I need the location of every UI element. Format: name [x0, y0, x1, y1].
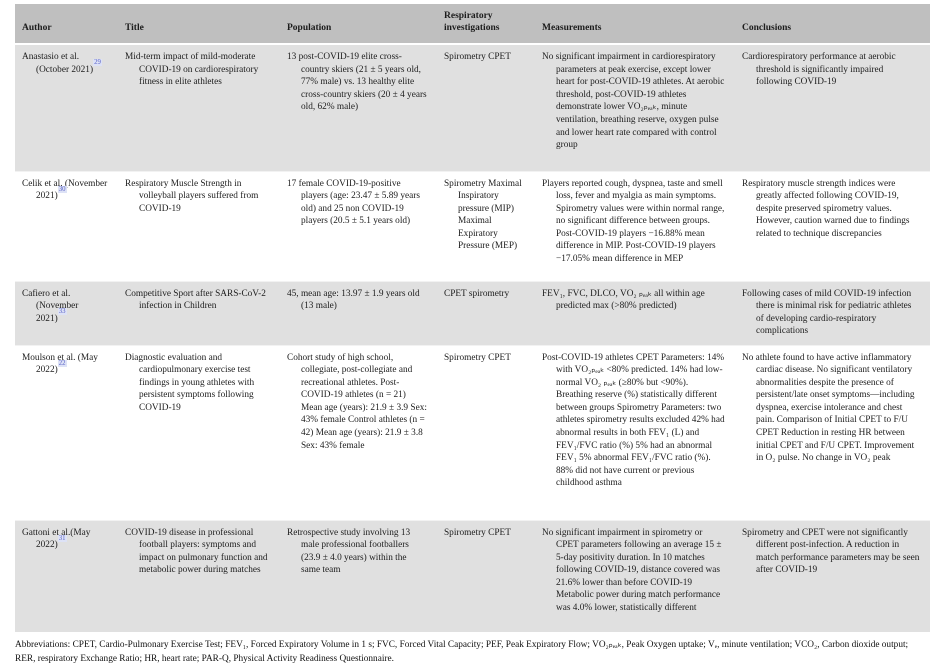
- author-text: Anastasio et al. (October 2021): [22, 52, 94, 75]
- cell-author: Moulson et al. (May 2022)22: [15, 345, 118, 520]
- cell-measurements: Players reported cough, dyspnea, taste a…: [542, 178, 725, 265]
- cell-population: Cohort study of high school, collegiate,…: [287, 352, 427, 451]
- cell-population: 17 female COVID-19-positive players (age…: [287, 178, 420, 227]
- table-row: Anastasio et al. (October 2021)29 Mid-te…: [15, 44, 930, 171]
- cell-investigations: Spirometry CPET: [444, 352, 511, 363]
- cell-conclusions: No athlete found to have active inflamma…: [742, 352, 915, 464]
- column-header-author: Author: [15, 4, 118, 45]
- citation-link[interactable]: 29: [93, 59, 102, 66]
- table-row: Celik et al. (November 2021)30 Respirato…: [15, 171, 930, 281]
- cell-conclusions: Cardiorespiratory performance at aerobic…: [735, 44, 930, 171]
- table-header-row: Author Title Population Respiratory inve…: [15, 4, 930, 45]
- cell-title: Mid-term impact of mild-moderate COVID-1…: [118, 44, 280, 171]
- abbreviations-footnote: Abbreviations: CPET, Cardio-Pulmonary Ex…: [15, 640, 909, 664]
- cell-author: Celik et al. (November 2021)30: [15, 171, 118, 281]
- cell-author: Anastasio et al. (October 2021)29: [15, 44, 118, 171]
- cell-title: Competitive Sport after SARS-CoV-2 infec…: [118, 281, 280, 345]
- cell-measurements: No significant impairment in spirometry …: [535, 520, 735, 632]
- cell-investigations: CPET spirometry: [437, 281, 535, 345]
- table-row: Cafiero et al. (November 2021)33 Competi…: [15, 281, 930, 345]
- cell-title: Respiratory Muscle Strength in volleybal…: [125, 178, 259, 214]
- column-header-respiratory-investigations: Respiratory investigations: [437, 4, 535, 45]
- column-header-conclusions: Conclusions: [735, 4, 930, 45]
- cell-investigations: Spirometry Maximal Inspiratory pressure …: [444, 178, 522, 252]
- author-text: Gattoni et al.(May 2022): [22, 527, 91, 551]
- cell-conclusions: Following cases of mild COVID-19 infecti…: [735, 281, 930, 345]
- citation-link[interactable]: 31: [57, 534, 67, 542]
- citation-link[interactable]: 30: [57, 185, 67, 193]
- cell-author: Cafiero et al. (November 2021)33: [15, 281, 118, 345]
- cell-conclusions: Respiratory muscle strength indices were…: [742, 178, 910, 239]
- cell-author: Gattoni et al.(May 2022)31: [15, 520, 118, 632]
- table-row: Moulson et al. (May 2022)22 Diagnostic e…: [15, 345, 930, 520]
- author-text: Moulson et al. (May 2022): [22, 352, 98, 376]
- column-header-measurements: Measurements: [535, 4, 735, 45]
- author-text: Cafiero et al. (November 2021): [22, 288, 79, 324]
- cell-measurements: Post-COVID-19 athletes CPET Parameters: …: [542, 352, 725, 489]
- author-text: Celik et al. (November 2021): [22, 178, 108, 202]
- column-header-title: Title: [118, 4, 280, 45]
- cell-population: Retrospective study involving 13 male pr…: [280, 520, 437, 632]
- cell-title: COVID-19 disease in professional footbal…: [118, 520, 280, 632]
- citation-link[interactable]: 33: [57, 308, 67, 316]
- cell-investigations: Spirometry CPET: [437, 520, 535, 632]
- cell-population: 45, mean age: 13.97 ± 1.9 years old (13 …: [280, 281, 437, 345]
- table-row: Gattoni et al.(May 2022)31 COVID-19 dise…: [15, 520, 930, 632]
- cell-title: Diagnostic evaluation and cardiopulmonar…: [125, 352, 255, 413]
- citation-link[interactable]: 22: [57, 359, 67, 367]
- cell-conclusions: Spirometry and CPET were not significant…: [735, 520, 930, 632]
- cell-measurements: FEV₁, FVC, DLCO, VO₂ ₚₑₐₖ all within age…: [535, 281, 735, 345]
- column-header-population: Population: [280, 4, 437, 45]
- studies-table: Author Title Population Respiratory inve…: [15, 4, 930, 632]
- cell-measurements: No significant impairment in cardiorespi…: [535, 44, 735, 171]
- cell-investigations: Spirometry CPET: [437, 44, 535, 171]
- cell-population: 13 post-COVID-19 elite cross-country ski…: [280, 44, 437, 171]
